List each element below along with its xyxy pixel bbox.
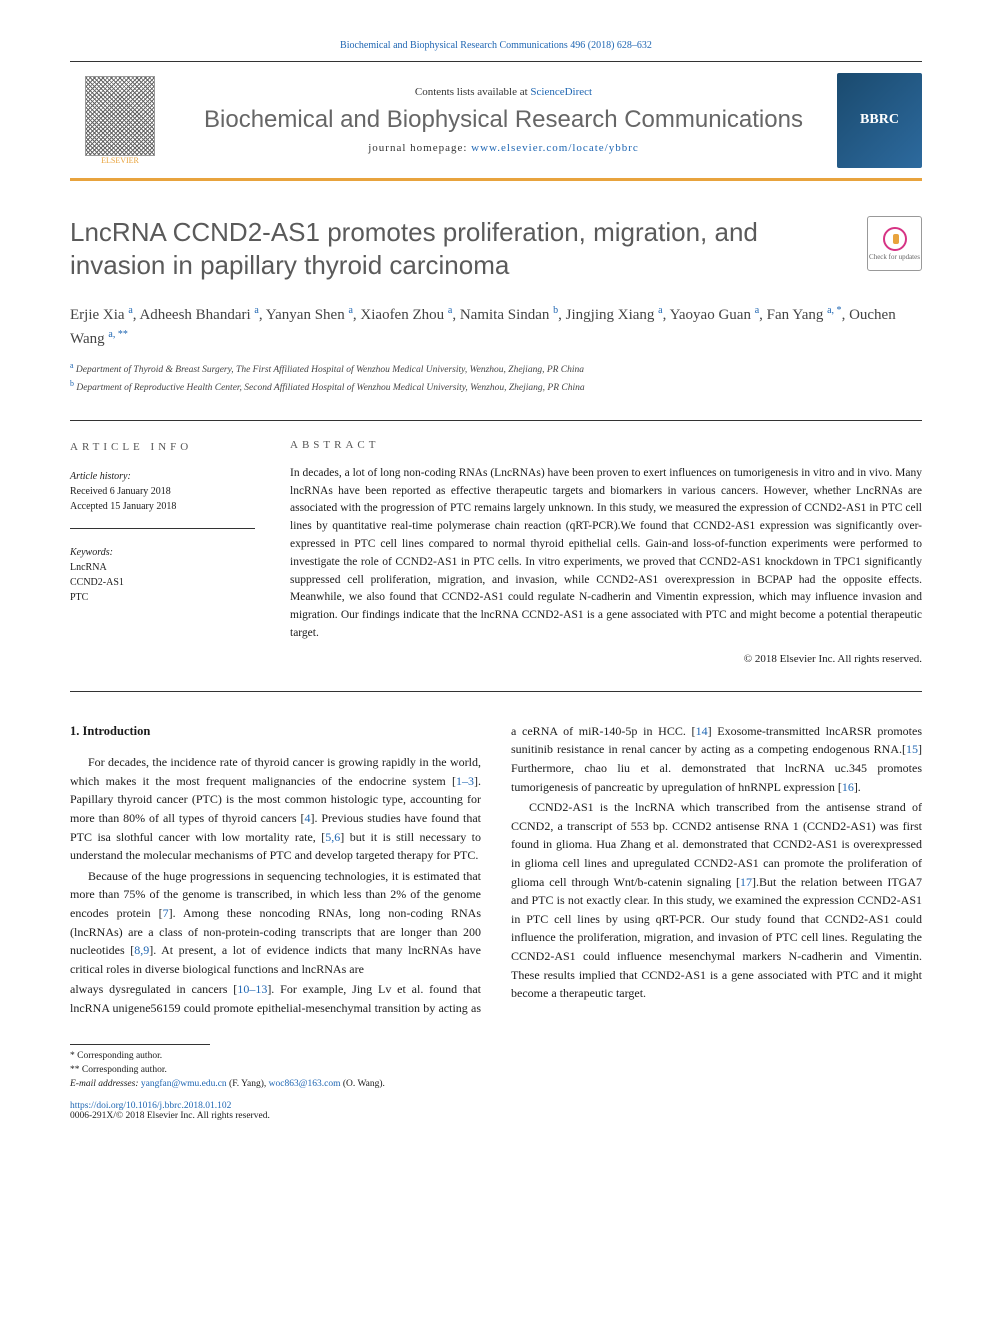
body-paragraph: CCND2-AS1 is the lncRNA which transcribe… [511,798,922,1003]
body-paragraph: For decades, the incidence rate of thyro… [70,753,481,865]
email-label: E-mail addresses: [70,1079,141,1089]
doi-link[interactable]: https://doi.org/10.1016/j.bbrc.2018.01.1… [70,1101,231,1111]
intro-heading: 1. Introduction [70,722,481,741]
sciencedirect-link[interactable]: ScienceDirect [530,86,592,98]
check-updates-badge[interactable]: Check for updates [867,216,922,271]
homepage-label: journal homepage: [368,142,471,154]
article-history-label: Article history: [70,471,131,482]
doi-block: https://doi.org/10.1016/j.bbrc.2018.01.1… [70,1101,922,1121]
article-history-block: Article history: Received 6 January 2018… [70,469,255,529]
elsevier-label: ELSEVIER [101,156,139,165]
contents-text: Contents lists available at [415,86,530,98]
keyword: LncRNA [70,562,107,573]
header-citation[interactable]: Biochemical and Biophysical Research Com… [70,40,922,51]
abstract-text: In decades, a lot of long non-coding RNA… [290,465,922,643]
email-link[interactable]: yangfan@wmu.edu.cn [141,1079,227,1089]
corr-line: ** Corresponding author. [70,1063,922,1077]
received-date: Received 6 January 2018 [70,486,171,497]
keywords-block: Keywords: LncRNA CCND2-AS1 PTC [70,545,255,619]
bbrc-cover-icon: BBRC [837,73,922,168]
elsevier-tree-icon [85,76,155,156]
keywords-label: Keywords: [70,547,113,558]
body-paragraph: Because of the huge progressions in sequ… [70,867,481,979]
divider [70,420,922,421]
homepage-link[interactable]: www.elsevier.com/locate/ybbrc [471,142,639,154]
email-link[interactable]: woc863@163.com [269,1079,341,1089]
email-name: (F. Yang), [227,1079,269,1089]
journal-header-bar: ELSEVIER Contents lists available at Sci… [70,61,922,181]
email-name: (O. Wang). [340,1079,384,1089]
corr-line: * Corresponding author. [70,1049,922,1063]
copyright-line: © 2018 Elsevier Inc. All rights reserved… [290,653,922,665]
abstract-column: ABSTRACT In decades, a lot of long non-c… [290,439,922,665]
email-line: E-mail addresses: yangfan@wmu.edu.cn (F.… [70,1077,922,1091]
body-columns: 1. Introduction For decades, the inciden… [70,722,922,1018]
issn-copyright: 0006-291X/© 2018 Elsevier Inc. All right… [70,1111,270,1121]
elsevier-logo: ELSEVIER [70,76,170,165]
keyword: CCND2-AS1 [70,577,124,588]
divider [70,691,922,692]
authors-list: Erjie Xia a, Adheesh Bhandari a, Yanyan … [70,303,922,350]
journal-center: Contents lists available at ScienceDirec… [170,86,837,154]
corresponding-authors: * Corresponding author. ** Corresponding… [70,1049,922,1092]
article-info-label: ARTICLE INFO [70,439,255,456]
crossmark-icon [883,227,907,251]
journal-title: Biochemical and Biophysical Research Com… [170,106,837,134]
affiliation-b: Department of Reproductive Health Center… [76,383,584,393]
updates-label: Check for updates [869,253,920,261]
journal-homepage: journal homepage: www.elsevier.com/locat… [170,142,837,154]
contents-line: Contents lists available at ScienceDirec… [170,86,837,98]
article-title: LncRNA CCND2-AS1 promotes proliferation,… [70,216,847,281]
footnote-divider [70,1044,210,1045]
article-info-column: ARTICLE INFO Article history: Received 6… [70,439,255,665]
affiliation-a: Department of Thyroid & Breast Surgery, … [76,365,584,375]
accepted-date: Accepted 15 January 2018 [70,501,176,512]
affiliations: a Department of Thyroid & Breast Surgery… [70,360,922,396]
abstract-label: ABSTRACT [290,439,922,451]
keyword: PTC [70,592,88,603]
